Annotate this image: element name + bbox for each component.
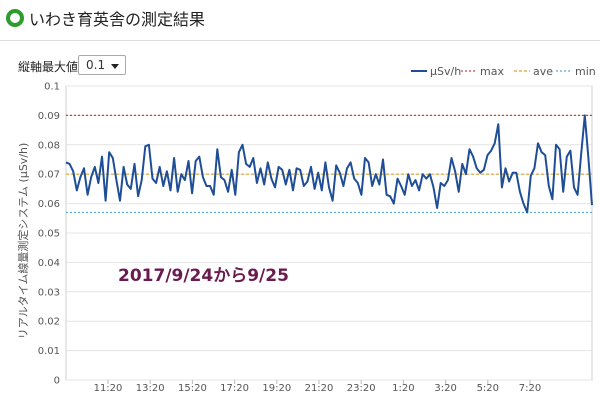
x-tick-label: 13:20: [136, 383, 165, 394]
y-tick-label: 0.06: [38, 199, 60, 210]
ymax-select-value: 0.1: [86, 58, 106, 72]
x-tick-label: 21:20: [305, 383, 334, 394]
series-usvh-line: [65, 114, 593, 214]
chevron-down-icon: [111, 64, 119, 69]
y-tick-label: 0.07: [38, 170, 60, 181]
x-tick-label: 19:20: [262, 383, 291, 394]
y-tick-label: 0.04: [38, 258, 60, 269]
green-circle-icon: [6, 9, 24, 27]
x-tick-label: 1:20: [392, 383, 414, 394]
ymax-label: 縦軸最大値: [18, 60, 79, 74]
y-tick-label: 0.1: [44, 82, 60, 93]
x-tick-label: 15:20: [178, 383, 207, 394]
x-tick-label: 7:20: [519, 383, 541, 394]
legend-label: max: [480, 65, 504, 78]
x-tick-label: 5:20: [477, 383, 499, 394]
y-tick-label: 0.08: [38, 140, 60, 151]
page-title: いわき育英舎の測定結果: [29, 10, 206, 29]
x-tick-label: 23:20: [347, 383, 376, 394]
y-tick-label: 0.01: [38, 346, 60, 357]
legend-label: ave: [533, 65, 553, 78]
date-range-annotation: 2017/9/24から9/25: [118, 266, 289, 286]
y-tick-label: 0.03: [38, 287, 60, 298]
page-header: いわき育英舎の測定結果: [0, 0, 600, 40]
y-tick-label: 0: [54, 376, 60, 387]
x-tick-label: 3:20: [434, 383, 456, 394]
x-tick-label: 11:20: [94, 383, 123, 394]
y-tick-label: 0.09: [38, 111, 60, 122]
legend-label: μSv/h: [430, 65, 461, 78]
y-tick-label: 0.02: [38, 317, 60, 328]
y-tick-label: 0.05: [38, 229, 60, 240]
x-tick-label: 17:20: [220, 383, 249, 394]
legend-label: min: [575, 65, 596, 78]
header-divider: [0, 40, 600, 41]
y-axis-label: リアルタイム線量測定システム (μSv/h): [16, 143, 30, 340]
ymax-select[interactable]: 0.1: [78, 55, 126, 75]
